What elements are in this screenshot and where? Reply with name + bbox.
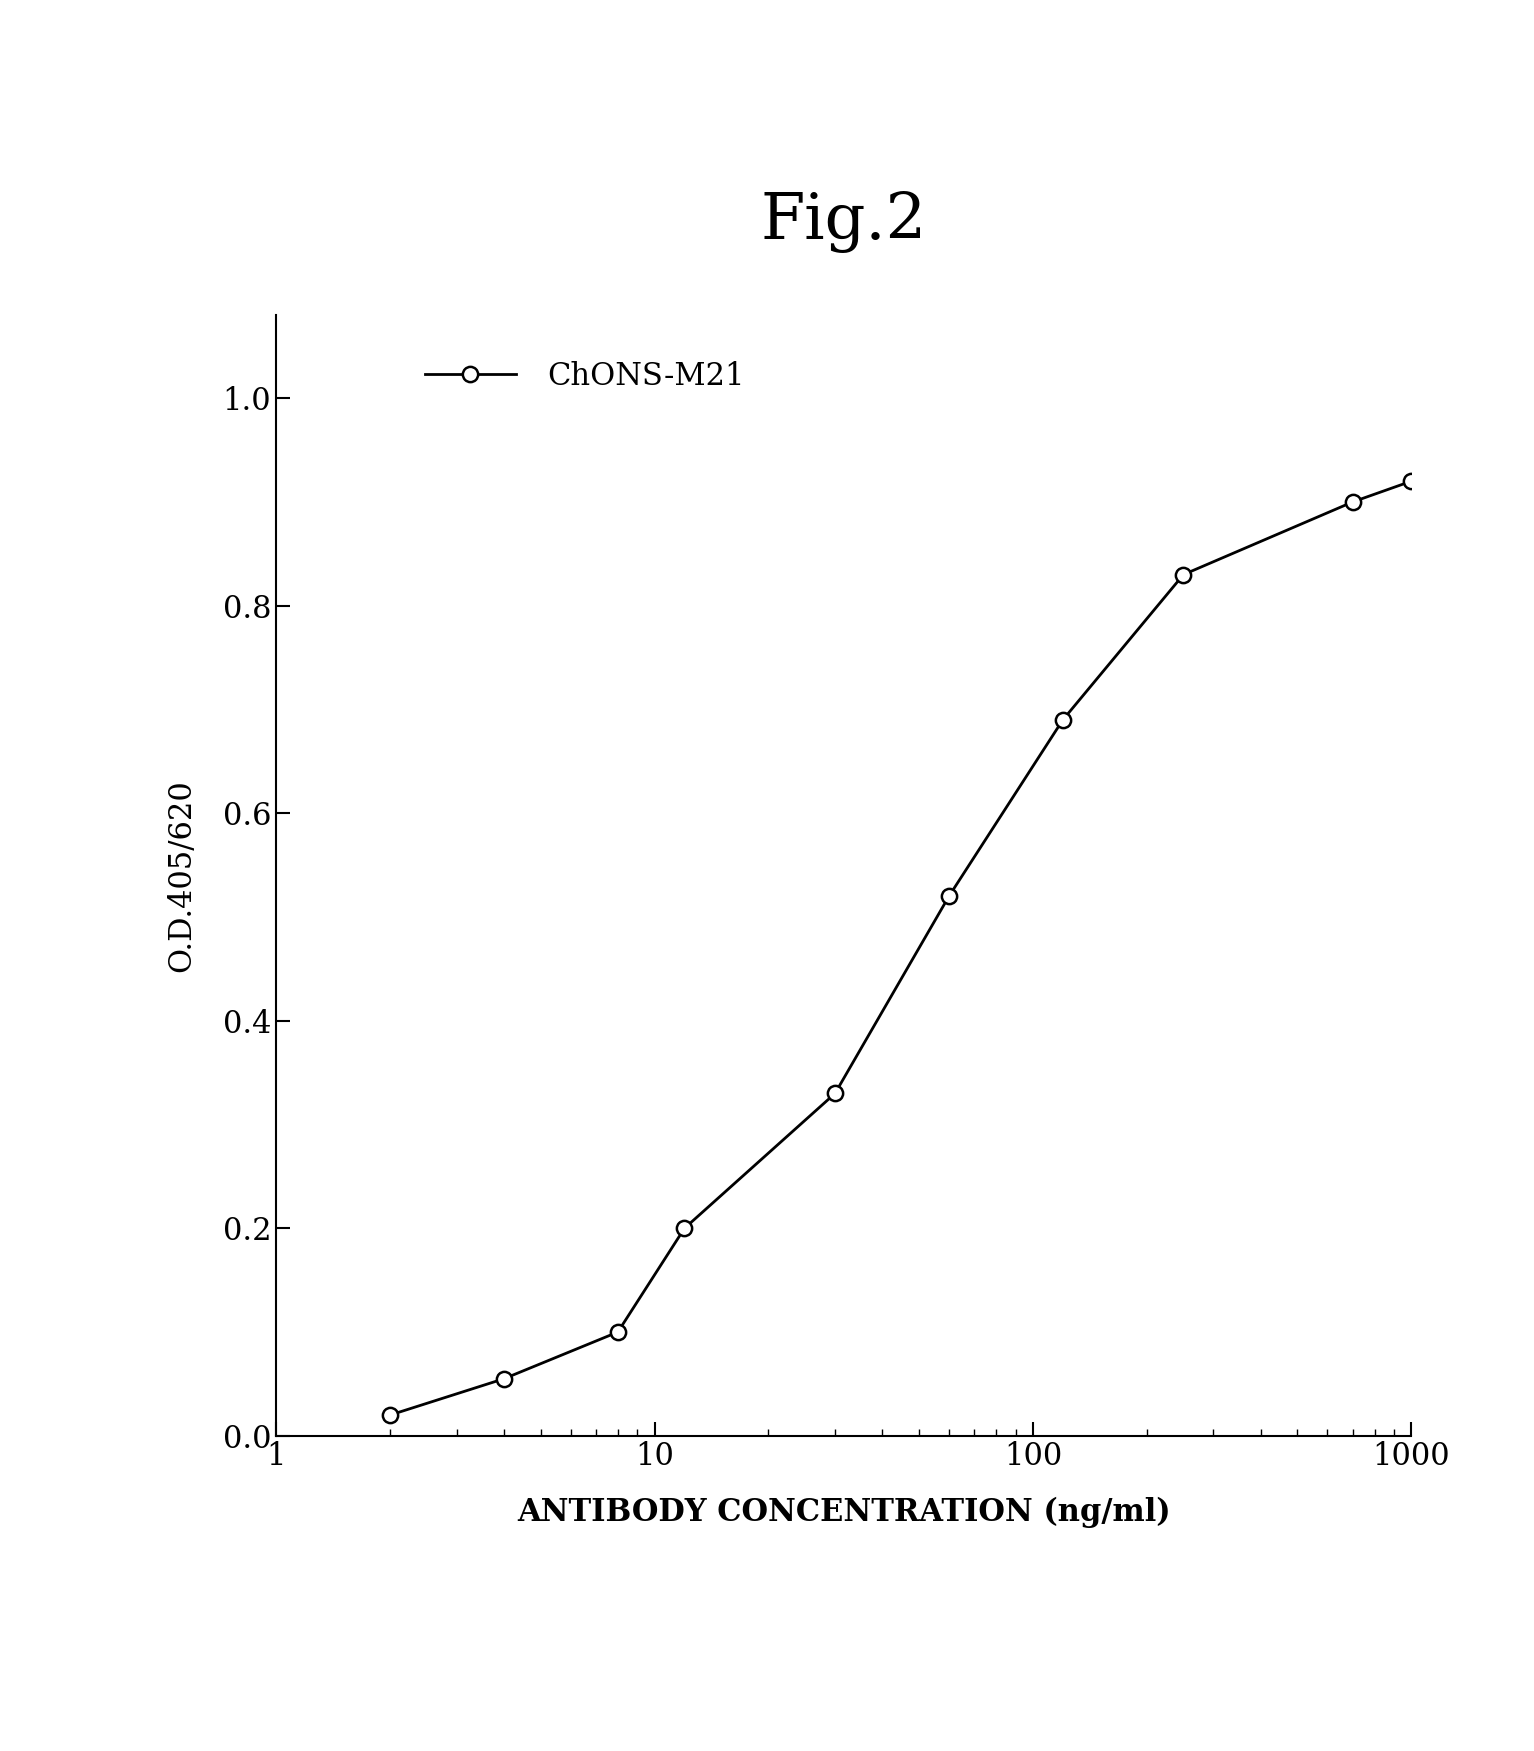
ChONS-M21 [1054,709,1072,730]
ChONS-M21 [1174,564,1192,585]
Line: ChONS-M21: ChONS-M21 [382,473,1419,1424]
ChONS-M21 [825,1082,844,1103]
ChONS-M21 [1402,471,1420,492]
Legend: ChONS-M21: ChONS-M21 [413,348,756,404]
ChONS-M21 [675,1217,693,1238]
ChONS-M21 [940,886,959,907]
ChONS-M21 [380,1404,399,1425]
ChONS-M21 [1344,492,1362,513]
ChONS-M21 [609,1322,627,1343]
Title: Fig.2: Fig.2 [761,191,927,252]
X-axis label: ANTIBODY CONCENTRATION (ng/ml): ANTIBODY CONCENTRATION (ng/ml) [517,1497,1170,1529]
Y-axis label: O.D.405/620: O.D.405/620 [167,779,198,972]
ChONS-M21 [495,1368,514,1389]
